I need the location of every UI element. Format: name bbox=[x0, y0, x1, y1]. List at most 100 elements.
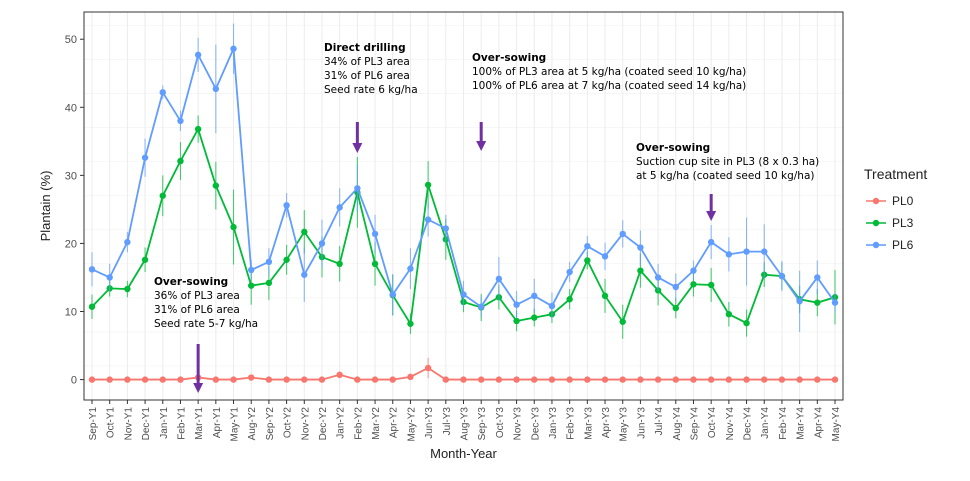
x-tick-label: Feb-Y3 bbox=[566, 407, 577, 440]
data-point bbox=[318, 240, 326, 247]
annotation-oversowing-1: Over-sowing 36% of PL3 area 31% of PL6 a… bbox=[154, 275, 258, 331]
annotation-arrow-head bbox=[476, 141, 487, 151]
x-tick-label: May-Y3 bbox=[619, 407, 630, 442]
data-point bbox=[230, 376, 237, 383]
x-tick-label: Feb-Y4 bbox=[778, 407, 789, 440]
x-tick-label: Jan-Y3 bbox=[548, 407, 559, 439]
data-point bbox=[141, 256, 149, 263]
legend-title: Treatment bbox=[864, 166, 928, 182]
data-point bbox=[831, 376, 839, 383]
data-point bbox=[371, 376, 379, 383]
data-point bbox=[672, 283, 679, 291]
data-point bbox=[124, 376, 131, 383]
data-point bbox=[159, 89, 166, 96]
arrow-layer bbox=[193, 122, 717, 393]
legend: Treatment PL0 PL3 PL6 bbox=[864, 166, 927, 256]
data-point bbox=[548, 302, 556, 310]
annotation-line: 31% of PL6 area bbox=[154, 304, 240, 316]
legend-item-pl3: PL3 bbox=[864, 212, 927, 234]
data-point bbox=[690, 267, 697, 274]
y-tick-label: 40 bbox=[65, 102, 77, 114]
x-tick-label: May-Y4 bbox=[831, 407, 842, 442]
legend-key-pl0 bbox=[866, 197, 886, 205]
data-point bbox=[619, 230, 626, 238]
x-tick-label: Nov-Y2 bbox=[300, 407, 311, 441]
legend-key-pl6 bbox=[866, 241, 886, 249]
x-tick-label: Apr-Y2 bbox=[389, 407, 400, 439]
data-point bbox=[318, 376, 326, 383]
data-point bbox=[672, 376, 679, 383]
data-point bbox=[283, 202, 290, 209]
data-point bbox=[672, 304, 679, 312]
legend-label: PL3 bbox=[892, 216, 914, 230]
data-point bbox=[124, 238, 131, 246]
data-point bbox=[743, 319, 750, 327]
data-point bbox=[407, 373, 414, 381]
y-tick-label: 0 bbox=[71, 375, 77, 387]
annotation-heading: Over-sowing bbox=[472, 52, 547, 64]
data-point bbox=[761, 248, 768, 255]
data-point bbox=[283, 256, 290, 263]
data-point bbox=[778, 272, 786, 280]
x-tick-label: Mar-Y3 bbox=[583, 407, 594, 440]
x-tick-label: Dec-Y1 bbox=[141, 407, 152, 441]
data-point bbox=[354, 185, 361, 192]
data-point bbox=[301, 271, 308, 278]
annotation-heading: Direct drilling bbox=[324, 42, 406, 54]
x-tick-label: Sep-Y3 bbox=[477, 407, 488, 441]
annotation-arrow-head bbox=[352, 143, 363, 153]
data-point bbox=[248, 282, 255, 289]
x-tick-label: Apr-Y4 bbox=[813, 407, 824, 439]
data-point bbox=[265, 376, 273, 383]
data-point bbox=[690, 376, 697, 383]
data-point bbox=[637, 267, 644, 274]
data-point bbox=[354, 376, 361, 383]
data-point bbox=[265, 258, 273, 266]
data-point bbox=[159, 192, 166, 199]
data-point bbox=[513, 317, 520, 325]
data-point bbox=[212, 182, 220, 189]
data-point bbox=[442, 376, 450, 383]
data-point bbox=[460, 376, 467, 383]
legend-label: PL0 bbox=[892, 194, 914, 208]
data-point bbox=[725, 311, 733, 318]
annotation-line: Suction cup site in PL3 (8 x 0.3 ha) bbox=[636, 156, 820, 168]
data-point bbox=[389, 291, 396, 298]
data-point bbox=[566, 376, 573, 383]
data-point bbox=[654, 376, 662, 383]
data-point bbox=[814, 299, 821, 306]
data-point bbox=[566, 296, 573, 303]
data-point bbox=[743, 376, 750, 383]
annotation-heading: Over-sowing bbox=[636, 142, 711, 154]
annotation-oversowing-2: Over-sowing 100% of PL3 area at 5 kg/ha … bbox=[472, 51, 746, 93]
x-tick-label: Sep-Y4 bbox=[689, 407, 700, 441]
y-tick-label: 50 bbox=[65, 34, 77, 46]
annotation-line: 34% of PL3 area bbox=[324, 56, 410, 68]
data-point bbox=[424, 181, 432, 189]
data-point bbox=[177, 376, 184, 383]
annotation-oversowing-3: Over-sowing Suction cup site in PL3 (8 x… bbox=[636, 141, 819, 183]
data-point bbox=[248, 266, 255, 274]
data-point bbox=[88, 303, 96, 310]
data-point bbox=[495, 376, 503, 383]
data-point bbox=[690, 281, 697, 288]
x-tick-label: Dec-Y2 bbox=[318, 407, 329, 441]
data-point bbox=[778, 376, 786, 383]
data-point bbox=[796, 376, 803, 383]
annotation-line: Seed rate 5-7 kg/ha bbox=[154, 318, 259, 330]
data-point bbox=[584, 257, 591, 264]
data-point bbox=[407, 320, 414, 327]
data-point bbox=[177, 157, 184, 165]
x-tick-label: Jan-Y2 bbox=[336, 407, 347, 439]
data-point bbox=[548, 376, 556, 383]
data-point bbox=[831, 299, 839, 306]
data-point bbox=[424, 216, 432, 223]
x-tick-label: Mar-Y4 bbox=[796, 407, 807, 440]
grid bbox=[84, 12, 843, 400]
x-tick-label: Jan-Y1 bbox=[159, 407, 170, 439]
data-point bbox=[442, 225, 450, 232]
x-tick-label: Oct-Y3 bbox=[495, 407, 506, 439]
x-axis-label: Month-Year bbox=[430, 446, 497, 461]
data-point bbox=[725, 376, 733, 383]
data-point bbox=[707, 238, 715, 246]
